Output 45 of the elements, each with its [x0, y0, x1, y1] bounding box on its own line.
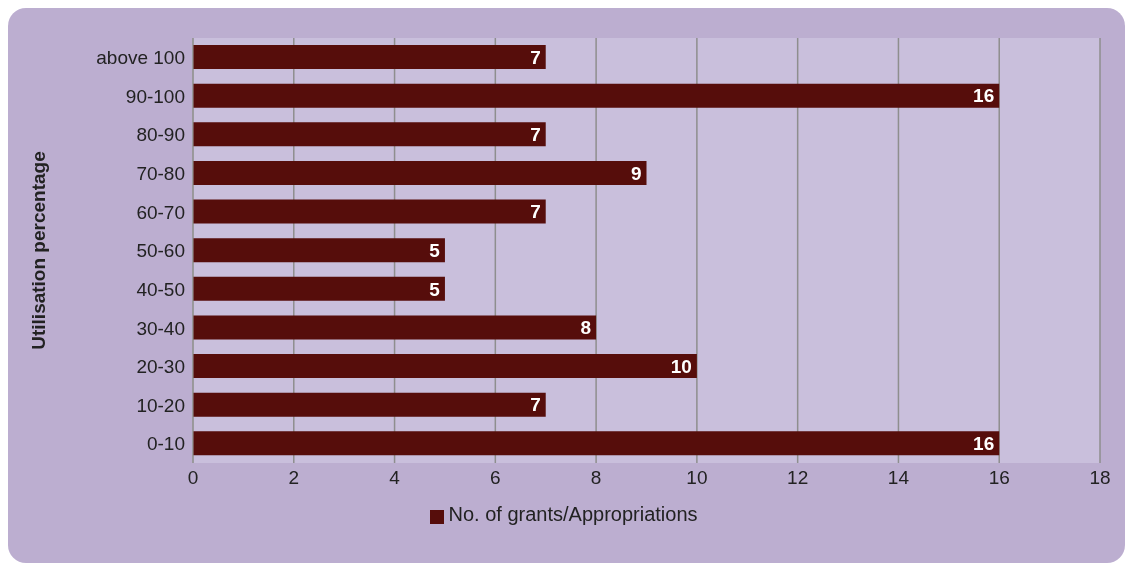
data-label: 7: [530, 124, 541, 146]
y-tick-label: 30-40: [136, 317, 185, 339]
data-label: 7: [530, 394, 541, 416]
bar: [193, 354, 697, 379]
x-tick-label: 2: [288, 467, 300, 489]
y-tick-label: above 100: [96, 47, 185, 69]
x-tick-label: 4: [389, 467, 401, 489]
bar: [193, 392, 546, 417]
y-tick-label: 80-90: [136, 124, 185, 146]
bar: [193, 238, 445, 263]
y-tick-label: 90-100: [125, 85, 185, 107]
x-tick-label: 0: [187, 467, 199, 489]
data-label: 7: [530, 201, 541, 223]
bar: [193, 431, 1000, 456]
y-tick-label: 10-20: [136, 394, 185, 416]
x-tick-label: 14: [887, 467, 910, 489]
bar: [193, 122, 546, 147]
data-label: 9: [630, 162, 642, 184]
bar: [193, 160, 647, 185]
data-label: 7: [530, 46, 541, 68]
data-label: 16: [973, 85, 995, 107]
bar: [193, 199, 546, 224]
bar: [193, 276, 445, 301]
bar: [193, 83, 1000, 108]
y-tick-label: 50-60: [136, 240, 185, 262]
data-label: 8: [580, 317, 592, 339]
y-tick-label: 60-70: [136, 201, 185, 223]
x-tick-label: 8: [590, 467, 602, 489]
x-tick-label: 12: [787, 467, 809, 489]
legend-label: No. of grants/Appropriations: [448, 503, 698, 525]
bar: [193, 315, 597, 340]
y-axis-title: Utilisation percentage: [27, 151, 49, 350]
y-tick-label: 0-10: [146, 433, 185, 455]
y-tick-label: 70-80: [136, 162, 185, 184]
y-tick-label: 20-30: [136, 356, 185, 378]
x-tick-label: 18: [1089, 467, 1111, 489]
data-label: 10: [670, 355, 692, 377]
x-tick-label: 16: [988, 467, 1010, 489]
bar: [193, 45, 546, 69]
data-label: 16: [973, 433, 995, 455]
data-label: 5: [429, 239, 441, 261]
x-tick-label: 10: [686, 467, 708, 489]
data-label: 5: [429, 278, 441, 300]
x-tick-label: 6: [490, 467, 501, 489]
y-tick-label: 40-50: [136, 278, 185, 300]
